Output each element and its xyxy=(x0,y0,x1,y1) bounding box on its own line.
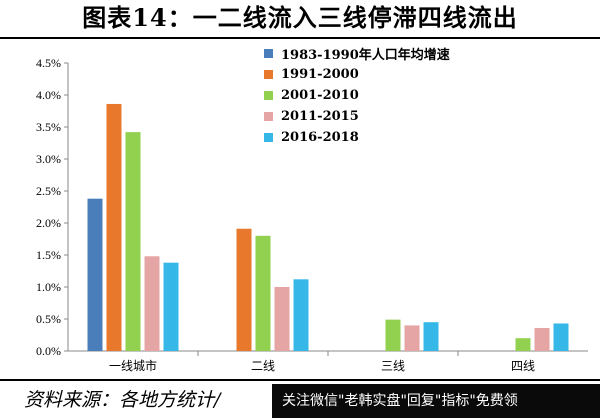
source-divider xyxy=(0,379,600,381)
legend-swatch xyxy=(264,49,273,58)
legend-label: 2011-2015 xyxy=(281,109,359,124)
legend-swatch xyxy=(264,70,273,79)
bar: 2001-2010 · 二线: 1.8% xyxy=(255,235,271,351)
bar: 2011-2015 · 一线城市: 1.48% xyxy=(144,256,160,351)
overlay-banner: 关注微信"老韩实盘"回复"指标"免费领 xyxy=(272,384,600,418)
legend-swatch xyxy=(264,133,273,142)
legend-swatch xyxy=(264,91,273,100)
y-tick-label: 0.5% xyxy=(36,312,61,326)
bar: 1983-1990年人口年均增速 · 一线城市: 2.38% xyxy=(87,198,103,351)
bar-chart: 0.0% 0.5% 1.0% 1.5% 2.0% 2.5% 3.0% 3.5% 4.0% 4.5%… xyxy=(36,56,588,373)
legend-label: 1991-2000 xyxy=(281,67,359,82)
legend-label: 2001-2010 xyxy=(281,88,359,103)
legend-swatch xyxy=(264,112,273,121)
bar: 1991-2000 · 二线: 1.91% xyxy=(236,228,252,351)
bar: 2011-2015 · 二线: 1% xyxy=(274,287,290,351)
bar: 2016-2018 · 一线城市: 1.38% xyxy=(163,262,179,351)
bar: 2001-2010 · 三线: 0.49% xyxy=(385,319,401,351)
y-tick-label: 3.5% xyxy=(36,120,61,134)
bar: 2001-2010 · 四线: 0.2% xyxy=(515,338,531,351)
source-note: 资料来源：各地方统计/ xyxy=(24,389,221,411)
y-tick-label: 1.0% xyxy=(36,280,61,294)
bar: 2011-2015 · 四线: 0.36% xyxy=(534,327,550,351)
bar: 2016-2018 · 二线: 1.12% xyxy=(293,279,309,351)
y-tick-label: 1.5% xyxy=(36,248,61,262)
y-tick-label: 3.0% xyxy=(36,152,61,166)
bars-layer: 1983-1990年人口年均增速 · 一线城市: 2.38%1991-2000 … xyxy=(87,103,569,352)
y-tick-label: 4.0% xyxy=(36,88,61,102)
y-tick-label: 2.5% xyxy=(36,184,61,198)
x-tick-label: 四线 xyxy=(511,359,535,373)
y-tick-label: 2.0% xyxy=(36,216,61,230)
title-divider xyxy=(0,37,600,39)
legend-item: 1983-1990年人口年均增速 xyxy=(264,43,450,64)
chart-legend: 1983-1990年人口年均增速 1991-2000 2001-2010 2011-2… xyxy=(264,43,450,148)
legend-label: 1983-1990年人口年均增速 xyxy=(281,48,450,63)
legend-label: 2016-2018 xyxy=(281,130,359,145)
legend-item: 1991-2000 xyxy=(264,64,450,85)
legend-item: 2016-2018 xyxy=(264,127,450,148)
x-tick-label: 三线 xyxy=(381,359,405,373)
x-tick-label: 一线城市 xyxy=(109,358,157,373)
x-tick-label: 二线 xyxy=(251,359,275,373)
legend-item: 2001-2010 xyxy=(264,85,450,106)
legend-item: 2011-2015 xyxy=(264,106,450,127)
bar: 2011-2015 · 三线: 0.4% xyxy=(404,325,420,351)
axis-layer: 0.0% 0.5% 1.0% 1.5% 2.0% 2.5% 3.0% 3.5% 4.0% 4.5%… xyxy=(36,56,588,373)
y-tick-label: 4.5% xyxy=(36,56,61,70)
bar: 1991-2000 · 一线城市: 3.86% xyxy=(106,103,122,352)
chart-title: 图表14：一二线流入三线停滞四线流出 xyxy=(82,3,518,32)
bar: 2016-2018 · 三线: 0.45% xyxy=(423,322,439,351)
bar: 2001-2010 · 一线城市: 3.42% xyxy=(125,132,141,351)
y-tick-label: 0.0% xyxy=(36,344,61,358)
bar: 2016-2018 · 四线: 0.43% xyxy=(553,323,569,351)
